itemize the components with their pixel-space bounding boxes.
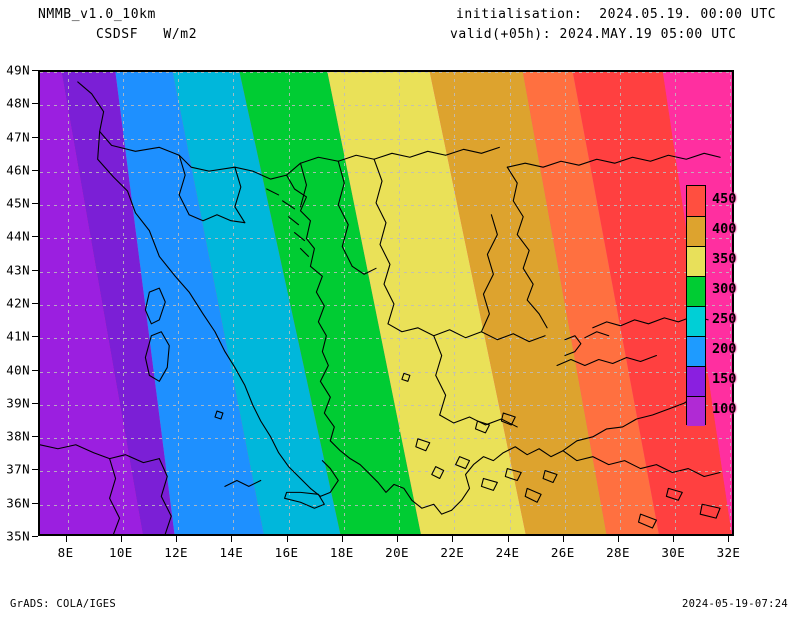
- x-axis-tick-label: 24E: [495, 545, 520, 560]
- y-axis-tick: [32, 203, 38, 205]
- x-axis-tick: [562, 536, 564, 542]
- colorbar-segment: [687, 396, 705, 426]
- colorbar-segment: [687, 366, 705, 396]
- y-axis-tick-label: 36N: [6, 495, 30, 511]
- x-axis-tick-label: 28E: [606, 545, 630, 560]
- model-name-label: NMMB_v1.0_10km: [38, 7, 156, 22]
- y-axis-tick-label: 43N: [6, 262, 30, 278]
- y-axis-tick-label: 40N: [6, 362, 30, 378]
- y-axis-tick: [32, 303, 38, 304]
- colorbar: [686, 185, 706, 426]
- y-axis-tick: [32, 70, 38, 71]
- x-axis-tick-label: 16E: [274, 545, 299, 560]
- x-axis-tick: [286, 536, 288, 542]
- valid-time-label: valid(+05h): 2024.MAY.19 05:00 UTC: [450, 27, 737, 42]
- colorbar-tick-label: 350: [712, 251, 737, 267]
- colorbar-tick-label: 250: [712, 311, 737, 327]
- x-axis-tick: [507, 536, 509, 542]
- coastline-overlay: [40, 72, 732, 534]
- y-axis-tick-label: 48N: [6, 95, 30, 111]
- colorbar-tick-label: 150: [712, 371, 737, 387]
- y-axis-tick-label: 35N: [6, 528, 30, 544]
- y-axis-tick-label: 37N: [6, 461, 30, 477]
- y-axis-tick: [32, 502, 38, 504]
- y-axis-tick-label: 38N: [6, 428, 30, 444]
- y-axis-tick: [32, 269, 38, 271]
- x-axis-tick-label: 20E: [385, 545, 409, 560]
- colorbar-tick-label: 450: [712, 191, 737, 207]
- x-axis-tick: [397, 536, 399, 542]
- x-axis-tick: [341, 536, 343, 542]
- x-axis-tick-label: 14E: [219, 545, 244, 560]
- colorbar-tick-label: 200: [712, 341, 737, 357]
- x-axis-tick: [673, 536, 675, 542]
- colorbar-segment: [687, 276, 705, 306]
- y-axis-tick: [32, 402, 38, 404]
- y-axis-tick: [32, 136, 38, 138]
- x-axis-tick-label: 8E: [57, 545, 74, 560]
- x-axis-tick: [452, 536, 454, 542]
- y-axis-tick-label: 47N: [6, 129, 30, 145]
- colorbar-segment: [687, 306, 705, 336]
- x-axis-tick: [231, 536, 233, 542]
- x-axis-tick: [618, 536, 619, 542]
- map-plot-area: [38, 70, 734, 536]
- x-axis-tick-label: 30E: [661, 545, 686, 560]
- colorbar-segment: [687, 216, 705, 246]
- x-axis-tick: [120, 536, 122, 542]
- render-timestamp: 2024-05-19-07:24: [682, 598, 788, 610]
- y-axis-tick-label: 45N: [6, 195, 30, 211]
- x-axis-tick: [65, 536, 67, 542]
- colorbar-segment: [687, 186, 705, 216]
- y-axis-tick-label: 39N: [6, 395, 30, 411]
- y-axis-tick: [32, 169, 38, 171]
- x-axis-tick-label: 32E: [716, 545, 741, 560]
- initialisation-label: initialisation: 2024.05.19. 00:00 UTC: [456, 7, 777, 22]
- x-axis-tick-label: 10E: [108, 545, 133, 560]
- y-axis-tick: [32, 103, 38, 105]
- colorbar-segment: [687, 246, 705, 276]
- y-axis-tick: [32, 436, 38, 438]
- x-axis-tick: [176, 536, 178, 542]
- y-axis-tick: [32, 369, 38, 371]
- y-axis-tick: [32, 536, 38, 537]
- x-axis-tick-label: 22E: [440, 545, 465, 560]
- y-axis-tick-label: 44N: [6, 228, 30, 244]
- y-axis-tick-label: 49N: [6, 62, 30, 78]
- y-axis-tick-label: 41N: [6, 328, 30, 344]
- y-axis-tick-label: 42N: [6, 295, 30, 311]
- y-axis-tick: [32, 336, 38, 338]
- y-axis-tick: [32, 469, 38, 471]
- x-axis-tick: [728, 536, 730, 542]
- x-axis-tick-label: 26E: [550, 545, 575, 560]
- x-axis-tick-label: 18E: [329, 545, 354, 560]
- grads-credit-label: GrADS: COLA/IGES: [10, 598, 116, 610]
- y-axis-tick-label: 46N: [6, 162, 30, 178]
- colorbar-tick-label: 400: [712, 221, 737, 237]
- x-axis-tick-label: 12E: [164, 545, 188, 560]
- colorbar-segment: [687, 336, 705, 366]
- colorbar-tick-label: 100: [712, 401, 737, 417]
- y-axis-tick: [32, 236, 38, 238]
- colorbar-tick-label: 300: [712, 281, 737, 297]
- variable-units-label: CSDSF W/m2: [96, 27, 198, 42]
